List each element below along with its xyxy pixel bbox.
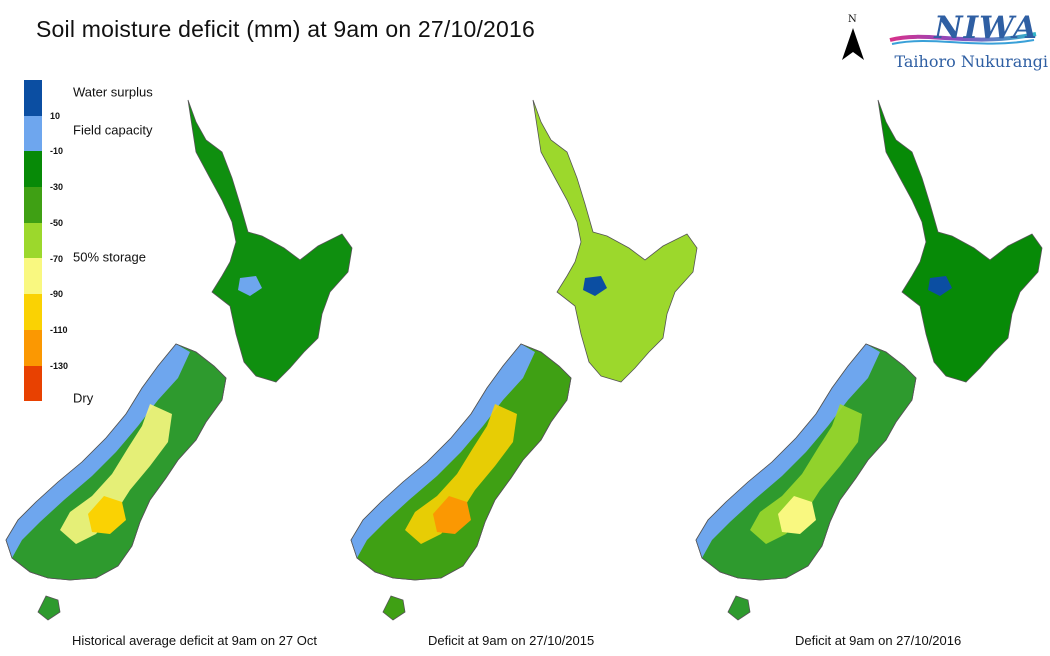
legend-swatch bbox=[24, 187, 42, 223]
caption-historical: Historical average deficit at 9am on 27 … bbox=[72, 633, 317, 648]
legend-swatch bbox=[24, 294, 42, 330]
legend-tick: 10 bbox=[50, 110, 61, 121]
logo-subtitle: Taihoro Nukurangi bbox=[894, 52, 1048, 71]
map-panel-2015 bbox=[345, 82, 705, 630]
north-label: N bbox=[848, 14, 857, 25]
caption-2016: Deficit at 9am on 27/10/2016 bbox=[795, 633, 962, 648]
legend: 10 -10 -30 -50 -70 -90 -110 -130 Water s… bbox=[24, 80, 224, 410]
north-arrow: N bbox=[840, 14, 866, 62]
legend-tick: -70 bbox=[50, 253, 64, 264]
north-island bbox=[532, 99, 698, 383]
north-island-wet-patch bbox=[928, 276, 952, 296]
legend-tick: -10 bbox=[50, 146, 64, 157]
south-island-dry-zone bbox=[405, 404, 517, 544]
niwa-logo: NIWA Taihoro Nukurangi bbox=[888, 6, 1050, 76]
legend-swatch bbox=[24, 258, 42, 295]
legend-label-50-storage: 50% storage bbox=[73, 249, 146, 265]
stewart-island bbox=[727, 595, 751, 621]
legend-swatch bbox=[24, 365, 42, 402]
logo-swoosh-icon bbox=[889, 32, 1037, 45]
north-island-wet-patch bbox=[583, 276, 607, 296]
north-island-wet-patch bbox=[238, 276, 262, 296]
north-arrow-icon bbox=[842, 28, 864, 60]
south-island-west-coast bbox=[696, 344, 880, 558]
legend-tick: -130 bbox=[50, 360, 69, 371]
legend-swatch bbox=[24, 151, 42, 188]
legend-tick: -50 bbox=[50, 217, 64, 228]
legend-label-field-capacity: Field capacity bbox=[73, 122, 153, 138]
map-panel-2016 bbox=[690, 82, 1050, 630]
legend-swatch bbox=[24, 222, 42, 259]
south-island-outline bbox=[5, 343, 227, 581]
legend-label-water-surplus: Water surplus bbox=[73, 84, 153, 100]
south-island-outline bbox=[350, 343, 572, 581]
legend-tick: -110 bbox=[50, 324, 68, 335]
legend-color-bar bbox=[24, 80, 42, 402]
page-title: Soil moisture deficit (mm) at 9am on 27/… bbox=[36, 16, 536, 42]
nz-map-historical bbox=[5, 99, 353, 621]
south-island-dry-zone bbox=[750, 404, 862, 544]
caption-2015: Deficit at 9am on 27/10/2015 bbox=[428, 633, 595, 648]
south-island bbox=[350, 343, 572, 581]
north-island bbox=[877, 99, 1043, 383]
south-island bbox=[5, 343, 227, 581]
legend-swatch bbox=[24, 80, 42, 116]
south-island-dry-core bbox=[433, 496, 471, 534]
south-island-west-coast bbox=[6, 344, 190, 558]
legend-label-dry: Dry bbox=[73, 390, 94, 406]
nz-map-2016 bbox=[695, 99, 1043, 621]
south-island-west-coast bbox=[351, 344, 535, 558]
map-panel-historical bbox=[0, 82, 360, 630]
stewart-island bbox=[37, 595, 61, 621]
logo-wordmark: NIWA bbox=[934, 10, 1038, 46]
legend-swatch bbox=[24, 115, 42, 152]
south-island bbox=[695, 343, 917, 581]
legend-tick: -30 bbox=[50, 182, 64, 193]
south-island-dry-zone bbox=[60, 404, 172, 544]
south-island-dry-core bbox=[778, 496, 816, 534]
nz-map-2015 bbox=[350, 99, 698, 621]
legend-swatch bbox=[24, 329, 42, 366]
stewart-island bbox=[382, 595, 406, 621]
north-island bbox=[187, 99, 353, 383]
south-island-dry-core bbox=[88, 496, 126, 534]
south-island-outline bbox=[695, 343, 917, 581]
legend-tick: -90 bbox=[50, 289, 64, 300]
